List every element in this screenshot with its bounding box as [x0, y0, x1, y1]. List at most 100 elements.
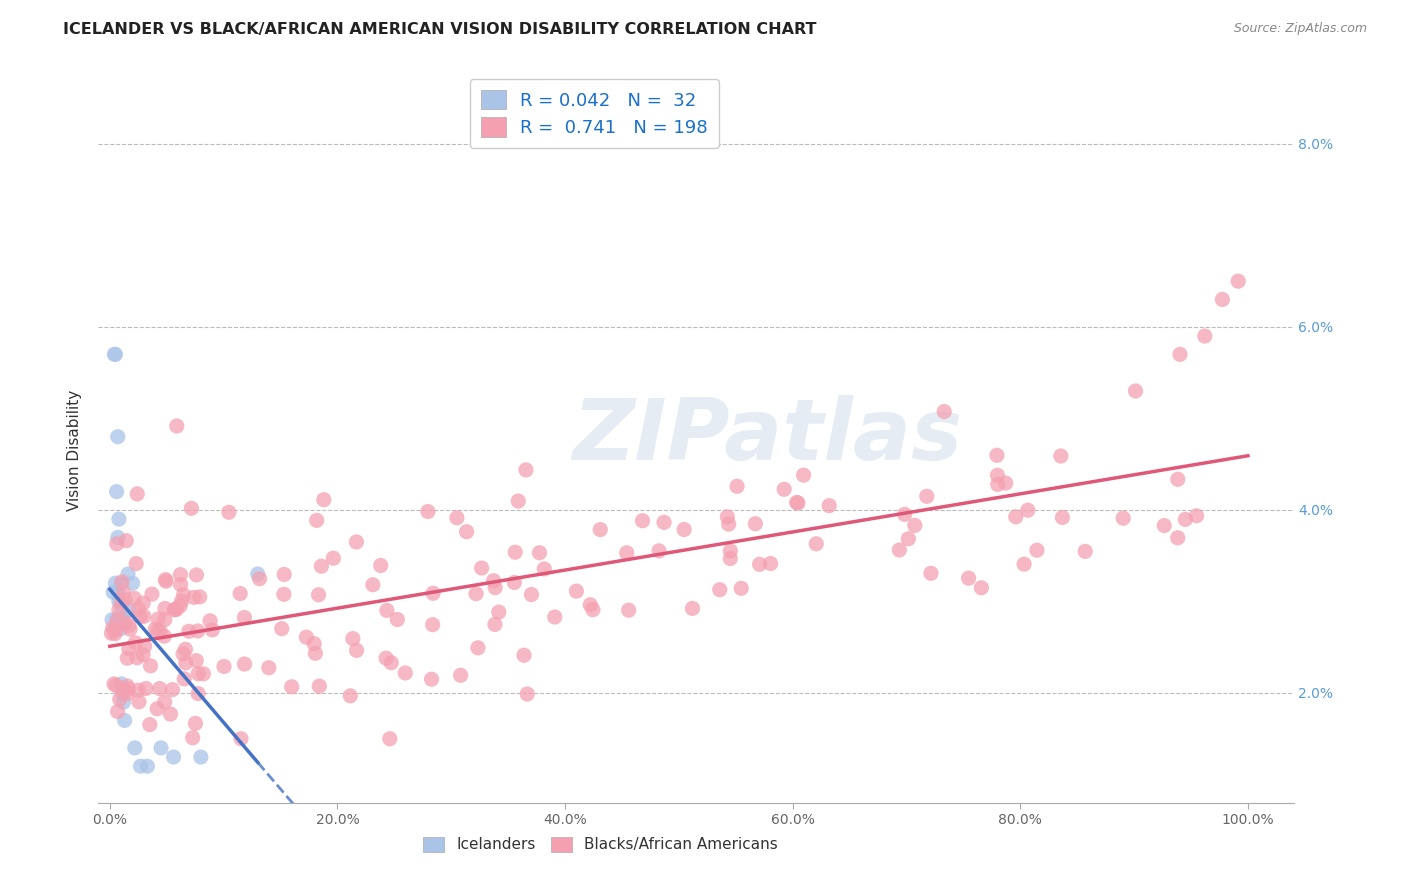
Point: [198, 614, 221, 628]
Point: [121, 576, 143, 591]
Point: [127, 601, 149, 615]
Point: [190, 750, 212, 764]
Point: [1168, 347, 1191, 361]
Point: [1112, 511, 1135, 525]
Point: [114, 714, 136, 728]
Point: [308, 588, 330, 602]
Point: [322, 551, 344, 566]
Point: [920, 566, 942, 581]
Point: [488, 605, 510, 619]
Point: [114, 615, 136, 630]
Point: [117, 679, 139, 693]
Point: [127, 487, 149, 501]
Point: [915, 489, 938, 503]
Point: [759, 557, 782, 571]
Point: [233, 657, 256, 671]
Point: [718, 551, 741, 566]
Point: [302, 637, 325, 651]
Point: [420, 672, 443, 686]
Point: [513, 648, 536, 663]
Point: [744, 516, 766, 531]
Point: [104, 624, 127, 638]
Point: [422, 586, 444, 600]
Point: [533, 562, 555, 576]
Point: [180, 501, 202, 516]
Point: [107, 585, 129, 599]
Point: [1227, 274, 1250, 288]
Point: [187, 687, 209, 701]
Point: [149, 681, 172, 696]
Point: [270, 622, 292, 636]
Point: [172, 647, 194, 661]
Point: [1153, 518, 1175, 533]
Point: [170, 594, 193, 608]
Point: [114, 593, 136, 607]
Point: [112, 585, 135, 599]
Point: [346, 643, 368, 657]
Point: [1194, 329, 1216, 343]
Point: [108, 512, 131, 526]
Point: [169, 577, 191, 591]
Point: [273, 587, 295, 601]
Text: ZIPatlas: ZIPatlas: [572, 395, 963, 478]
Point: [104, 347, 127, 361]
Point: [544, 610, 567, 624]
Point: [146, 702, 169, 716]
Point: [125, 557, 148, 571]
Point: [806, 537, 828, 551]
Point: [1174, 512, 1197, 526]
Point: [994, 476, 1017, 491]
Point: [718, 544, 741, 558]
Point: [111, 613, 134, 627]
Point: [112, 683, 135, 698]
Point: [162, 750, 184, 764]
Y-axis label: Vision Disability: Vision Disability: [67, 390, 83, 511]
Point: [273, 567, 295, 582]
Point: [127, 683, 149, 698]
Point: [145, 622, 167, 636]
Point: [174, 656, 197, 670]
Point: [117, 567, 139, 582]
Point: [118, 641, 141, 656]
Legend: Icelanders, Blacks/African Americans: Icelanders, Blacks/African Americans: [416, 830, 785, 859]
Point: [110, 677, 132, 691]
Point: [422, 617, 444, 632]
Point: [141, 587, 163, 601]
Point: [155, 573, 177, 587]
Point: [1026, 543, 1049, 558]
Point: [616, 546, 638, 560]
Point: [295, 630, 318, 644]
Point: [136, 759, 159, 773]
Point: [1167, 531, 1189, 545]
Point: [128, 695, 150, 709]
Point: [387, 612, 409, 626]
Point: [103, 585, 125, 599]
Point: [201, 623, 224, 637]
Point: [889, 543, 911, 558]
Point: [342, 632, 364, 646]
Point: [135, 681, 157, 696]
Point: [122, 591, 145, 606]
Point: [101, 613, 124, 627]
Point: [280, 680, 302, 694]
Point: [193, 666, 215, 681]
Point: [1050, 449, 1073, 463]
Point: [375, 603, 398, 617]
Point: [153, 601, 176, 615]
Point: [110, 576, 132, 591]
Point: [117, 682, 139, 697]
Point: [166, 602, 188, 616]
Point: [104, 626, 127, 640]
Point: [394, 665, 416, 680]
Point: [1004, 509, 1026, 524]
Point: [118, 604, 141, 618]
Point: [163, 602, 186, 616]
Point: [503, 545, 526, 559]
Point: [361, 578, 384, 592]
Point: [516, 687, 538, 701]
Point: [565, 584, 588, 599]
Point: [146, 612, 169, 626]
Point: [110, 595, 132, 609]
Point: [134, 639, 156, 653]
Point: [146, 624, 169, 638]
